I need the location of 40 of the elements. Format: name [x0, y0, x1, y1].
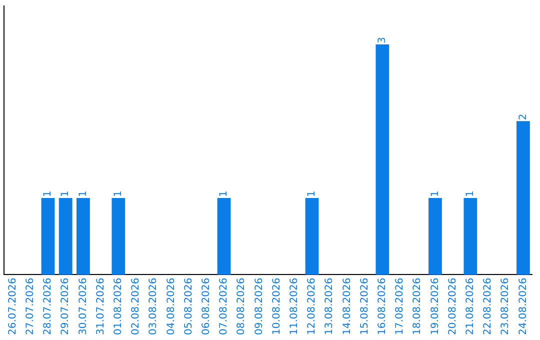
x-tick-label: 06.08.2026 [200, 278, 212, 336]
x-tick-label: 22.08.2026 [482, 278, 494, 336]
x-tick-label: 16.08.2026 [376, 278, 388, 336]
data-label: 1 [306, 190, 318, 197]
x-tick-label: 15.08.2026 [359, 278, 370, 336]
x-tick-label: 31.07.2026 [95, 278, 106, 336]
x-tick-label: 29.07.2026 [60, 278, 72, 336]
x-tick-label: 21.08.2026 [464, 278, 476, 336]
x-tick-label: 07.08.2026 [218, 278, 230, 336]
x-tick-label: 08.08.2026 [236, 278, 248, 336]
x-tick-label: 04.08.2026 [166, 278, 177, 336]
x-tick-label: 01.08.2026 [112, 278, 124, 336]
x-tick-label: 19.08.2026 [430, 278, 441, 336]
x-tick-label: 17.08.2026 [394, 278, 406, 336]
x-tick-label: 20.08.2026 [447, 278, 458, 336]
x-tick-label: 09.08.2026 [254, 278, 265, 336]
data-label: 3 [376, 37, 388, 44]
data-label: 1 [430, 190, 441, 197]
x-tick-label: 10.08.2026 [271, 278, 282, 336]
x-tick-label: 23.08.2026 [500, 278, 512, 336]
x-tick-label: 13.08.2026 [324, 278, 336, 336]
x-tick-label: 27.07.2026 [24, 278, 36, 336]
data-label: 1 [218, 190, 230, 197]
x-tick-label: 24.08.2026 [518, 278, 529, 336]
data-label: 1 [464, 190, 476, 197]
x-tick-label: 30.07.2026 [78, 278, 89, 336]
x-tick-label: 03.08.2026 [148, 278, 160, 336]
x-tick-label: 14.08.2026 [342, 278, 353, 336]
data-label: 1 [60, 190, 72, 197]
x-tick-label: 28.07.2026 [42, 278, 54, 336]
x-tick-label: 11.08.2026 [288, 278, 300, 336]
data-label: 1 [78, 190, 89, 197]
x-tick-label: 12.08.2026 [306, 278, 318, 336]
data-label: 2 [518, 114, 529, 120]
x-tick-label: 02.08.2026 [130, 278, 142, 336]
x-tick-label: 18.08.2026 [412, 278, 424, 336]
data-label: 1 [42, 190, 54, 197]
data-label: 1 [112, 190, 124, 197]
x-tick-label: 26.07.2026 [7, 278, 18, 336]
x-tick-label: 05.08.2026 [183, 278, 194, 336]
